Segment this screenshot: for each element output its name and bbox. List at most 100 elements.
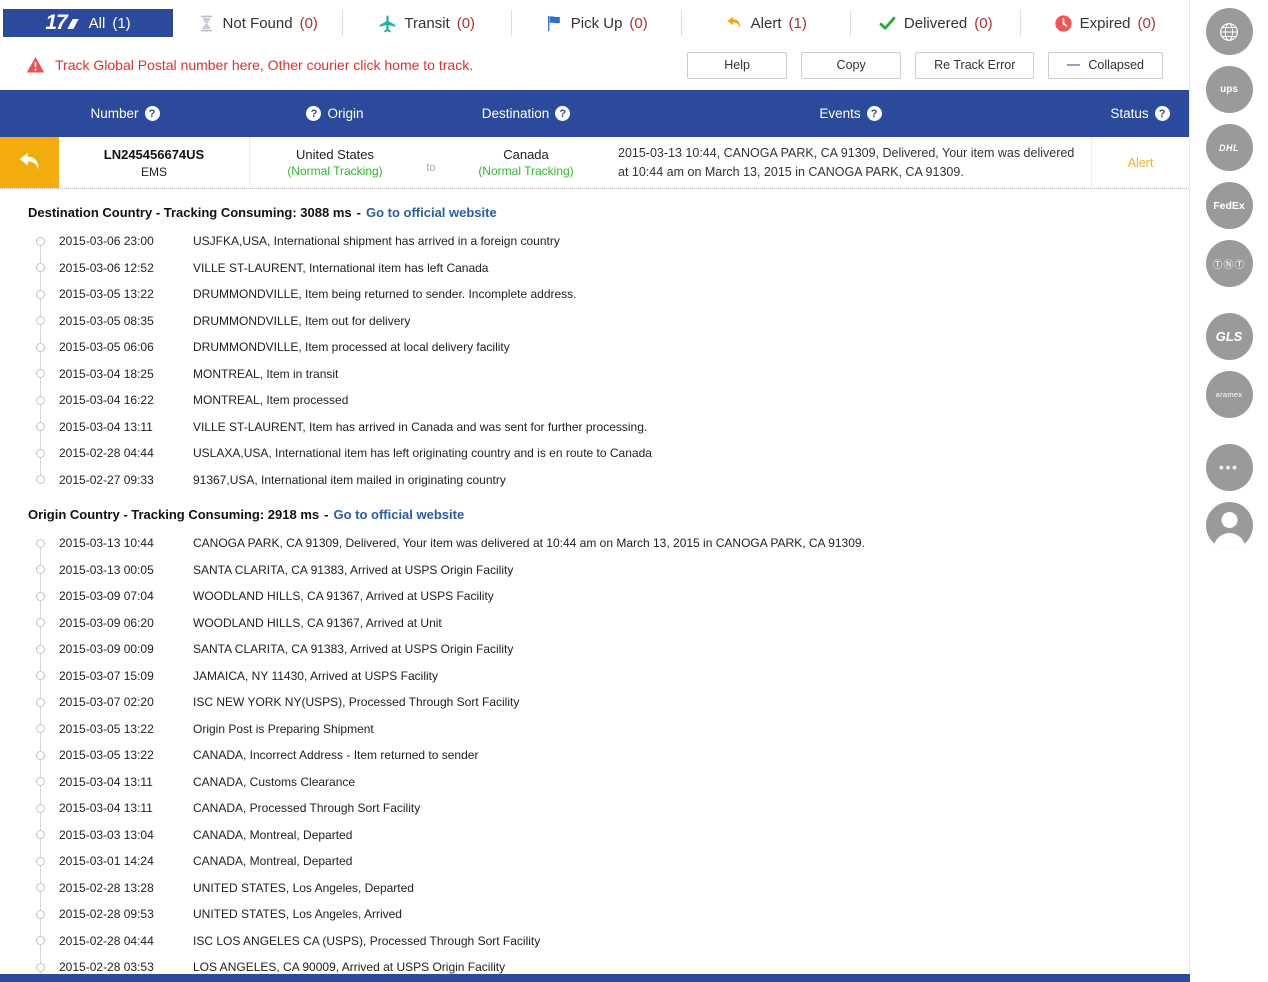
help-question-icon[interactable]: ? [306, 106, 322, 121]
event-time: 2015-03-05 06:06 [59, 340, 154, 355]
timeline-event-row: 2015-03-05 13:22 Origin Post is Preparin… [36, 716, 1179, 743]
tracking-notice: Track Global Postal number here, Other c… [26, 56, 473, 74]
event-time: 2015-02-28 03:53 [59, 960, 154, 975]
timeline-dot-icon [36, 422, 45, 432]
tnt-icon[interactable]: ⓉⓃⓉ [1205, 240, 1253, 287]
shipment-row[interactable]: LN245456674US EMS United States (Normal … [0, 137, 1189, 189]
timeline-dot-icon [36, 750, 45, 760]
tab-divider [1019, 10, 1021, 36]
event-description: DRUMMONDVILLE, Item out for delivery [193, 313, 411, 328]
more-couriers-icon[interactable]: ••• [1205, 444, 1253, 491]
event-time: 2015-03-01 14:24 [59, 854, 154, 869]
tab-delivered[interactable]: Delivered (0) [851, 8, 1020, 38]
destination-timeline: 2015-03-06 23:00 USJFKA,USA, Internation… [28, 228, 1179, 493]
help-question-icon[interactable]: ? [1154, 106, 1170, 121]
user-profile-icon[interactable] [1205, 502, 1253, 549]
event-time: 2015-02-28 04:44 [59, 446, 154, 461]
tab-transit[interactable]: Transit (0) [343, 8, 512, 38]
event-description: USJFKA,USA, International shipment has a… [193, 234, 560, 249]
event-description: ISC NEW YORK NY(USPS), Processed Through… [193, 695, 520, 710]
event-time: 2015-03-03 13:04 [59, 827, 154, 842]
gls-icon[interactable]: GLS [1205, 313, 1253, 360]
event-description: CANADA, Customs Clearance [193, 774, 356, 789]
flag-icon [547, 15, 560, 31]
more-label: ••• [1219, 460, 1239, 475]
tab-not-found[interactable]: Not Found (0) [173, 8, 342, 38]
timeline-dot-icon [36, 565, 45, 575]
timeline-dot-icon [36, 475, 45, 485]
timeline-dot-icon [36, 724, 45, 734]
timeline-dot-icon [36, 883, 45, 893]
event-description: SANTA CLARITA, CA 91383, Arrived at USPS… [193, 642, 514, 657]
retrack-badge[interactable] [0, 137, 59, 188]
timeline-event-row: 2015-02-28 04:44 ISC LOS ANGELES CA (USP… [36, 928, 1179, 955]
postal-emblem-icon[interactable] [1205, 8, 1253, 55]
courier-sidebar: ups DHL FedEx ⓉⓃⓉ GLS aramex ••• [1190, 0, 1268, 982]
timeline-event-row: 2015-03-05 13:22 CANADA, Incorrect Addre… [36, 742, 1179, 769]
event-time: 2015-03-05 13:22 [59, 748, 154, 763]
aramex-icon[interactable]: aramex [1205, 371, 1253, 418]
tab-alert[interactable]: Alert (1) [682, 8, 851, 38]
event-time: 2015-02-28 09:53 [59, 907, 154, 922]
event-description: Origin Post is Preparing Shipment [193, 721, 374, 736]
timeline-event-row: 2015-03-01 14:24 CANADA, Montreal, Depar… [36, 848, 1179, 875]
event-description: CANADA, Processed Through Sort Facility [193, 801, 421, 816]
destination-tracking-mode: (Normal Tracking) [478, 164, 574, 178]
timeline-event-row: 2015-02-28 04:44 USLAXA,USA, Internation… [36, 440, 1179, 467]
dhl-icon[interactable]: DHL [1205, 124, 1253, 171]
column-header-destination: Destination ? [442, 106, 610, 121]
clock-icon [1054, 14, 1072, 32]
timeline-event-row: 2015-03-04 13:11 VILLE ST-LAURENT, Item … [36, 414, 1179, 441]
help-question-icon[interactable]: ? [555, 106, 571, 121]
event-description: DRUMMONDVILLE, Item processed at local d… [193, 340, 510, 355]
retrack-error-button[interactable]: Re Track Error [915, 51, 1035, 79]
tab-expired[interactable]: Expired (0) [1021, 8, 1190, 38]
timeline-event-row: 2015-03-05 06:06 DRUMMONDVILLE, Item pro… [36, 334, 1179, 361]
event-time: 2015-03-05 13:22 [59, 721, 154, 736]
notice-row: Track Global Postal number here, Other c… [0, 40, 1189, 90]
tab-divider [850, 10, 851, 36]
timeline-event-row: 2015-02-27 09:33 91367,USA, Internationa… [36, 467, 1179, 494]
timeline-dot-icon [36, 289, 45, 299]
help-button[interactable]: Help [687, 51, 788, 79]
event-description: LOS ANGELES, CA 90009, Arrived at USPS O… [193, 960, 506, 975]
timeline-event-row: 2015-03-07 02:20 ISC NEW YORK NY(USPS), … [36, 689, 1179, 716]
gls-label: GLS [1215, 329, 1243, 344]
timeline-event-row: 2015-03-04 13:11 CANADA, Customs Clearan… [36, 769, 1179, 796]
tab-label: Not Found [222, 14, 293, 32]
origin-cell: United States (Normal Tracking) [250, 137, 420, 188]
bottom-divider-bar [0, 974, 1190, 982]
fedex-icon[interactable]: FedEx [1205, 182, 1253, 229]
tab-pick-up[interactable]: Pick Up (0) [512, 8, 681, 38]
copy-button[interactable]: Copy [801, 51, 902, 79]
destination-section-header: Destination Country - Tracking Consuming… [28, 205, 1179, 220]
event-description: UNITED STATES, Los Angeles, Arrived [193, 907, 402, 922]
main-panel: 17 All (1) Not Found (0) Transit (0) [0, 0, 1190, 982]
timeline-dot-icon [36, 448, 45, 458]
event-time: 2015-03-09 07:04 [59, 589, 154, 604]
origin-country: United States [295, 147, 375, 162]
tracking-number: LN245456674US [103, 146, 205, 162]
help-question-icon[interactable]: ? [144, 106, 160, 121]
toolbar: Help Copy Re Track Error Collapsed [687, 51, 1163, 79]
tab-all[interactable]: 17 All (1) [3, 9, 173, 37]
event-description: WOODLAND HILLS, CA 91367, Arrived at Uni… [193, 615, 442, 630]
event-description: WOODLAND HILLS, CA 91367, Arrived at USP… [193, 589, 494, 604]
tab-label: Pick Up [570, 14, 623, 32]
person-icon [1213, 512, 1245, 549]
event-time: 2015-03-13 10:44 [59, 536, 154, 551]
origin-header-label: Origin [327, 106, 364, 121]
origin-official-website-link[interactable]: Go to official website [333, 507, 465, 522]
event-description: VILLE ST-LAURENT, Item has arrived in Ca… [193, 419, 648, 434]
collapsed-button[interactable]: Collapsed [1048, 51, 1163, 79]
event-time: 2015-03-07 02:20 [59, 695, 154, 710]
timeline-dot-icon [36, 936, 45, 946]
timeline-dot-icon [36, 236, 45, 246]
help-question-icon[interactable]: ? [866, 106, 882, 121]
event-description: JAMAICA, NY 11430, Arrived at USPS Facil… [193, 668, 438, 683]
timeline-dot-icon [36, 316, 45, 326]
event-time: 2015-03-04 13:11 [59, 774, 153, 789]
ups-icon[interactable]: ups [1205, 66, 1253, 113]
destination-official-website-link[interactable]: Go to official website [365, 205, 497, 220]
